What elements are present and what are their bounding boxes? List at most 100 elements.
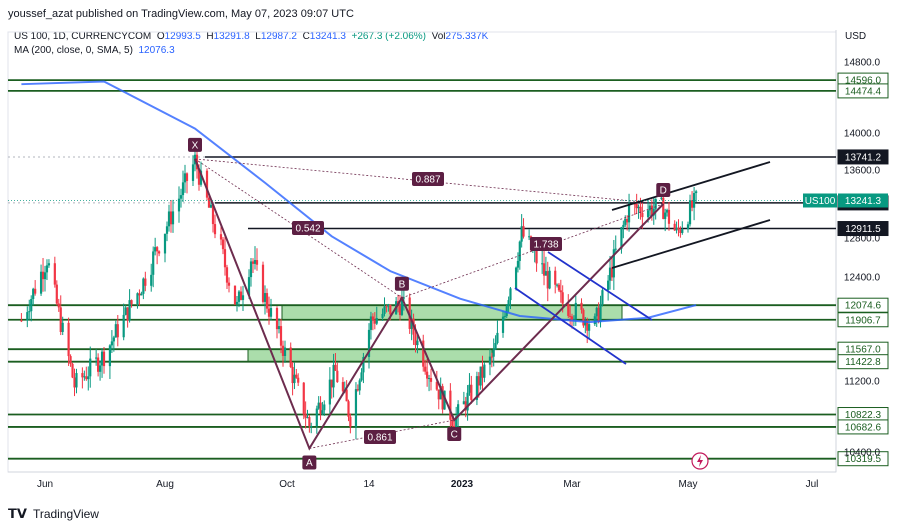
candle-body-90 (269, 308, 273, 317)
x-tick-0: Jun (37, 479, 53, 490)
change-value: +267.3 (+2.06%) (351, 31, 427, 42)
candle-body-249 (692, 193, 696, 208)
level-tag-2 (837, 149, 889, 165)
candle-body-194 (546, 271, 549, 289)
candle-body-207 (582, 309, 585, 326)
candle-body-72 (221, 239, 225, 250)
candle-body-125 (362, 356, 365, 373)
candle-body-11 (53, 263, 56, 285)
ratio-label-3: 1.738 (533, 240, 558, 251)
candle-body-102 (304, 414, 307, 418)
candle-body-79 (239, 291, 243, 300)
candle-body-109 (321, 410, 324, 415)
candle-body-74 (225, 267, 229, 283)
pattern-point-d[interactable] (656, 183, 671, 197)
level-tag-text-7: 11567.0 (845, 345, 881, 356)
ma-indicator-legend[interactable]: MA (200, close, 0, SMA, 5) 12076.3 (14, 45, 175, 56)
candle-body-202 (569, 315, 572, 317)
publisher-line: youssef_azat published on TradingView.co… (8, 8, 354, 20)
candle-body-230 (641, 212, 644, 218)
candle-body-104 (308, 417, 311, 427)
brand-name: TradingView (32, 507, 99, 521)
pattern-point-b[interactable] (394, 276, 409, 291)
ratio-tag-3[interactable] (530, 237, 562, 251)
candle-body-242 (675, 227, 678, 231)
candle-body-148 (426, 371, 429, 379)
candle-body-34 (114, 324, 117, 338)
rising-channel-lower[interactable] (611, 219, 771, 269)
pattern-point-x[interactable] (188, 137, 202, 152)
candle-body-55 (171, 211, 175, 225)
ratio-label-2: 0.861 (367, 433, 392, 444)
ratio-line-xd (194, 158, 664, 205)
currency-label: USD (845, 31, 867, 42)
candle-body-128 (371, 316, 374, 321)
x-tick-6: May (679, 479, 698, 490)
candle-body-191 (541, 263, 544, 265)
candle-body-5 (34, 288, 37, 294)
candle-body-250 (695, 191, 698, 194)
x-tick-1: Aug (156, 479, 174, 490)
level-tag-text-0: 14596.0 (845, 76, 882, 87)
candle-body-71 (219, 234, 223, 240)
candle-body-122 (356, 389, 359, 391)
candle-body-155 (443, 390, 446, 410)
ma200-line[interactable] (21, 80, 697, 324)
candle-body-238 (664, 212, 667, 219)
level-tag-text-5: 12074.6 (845, 301, 882, 312)
pattern-point-a[interactable] (302, 455, 317, 470)
candle-body-195 (548, 270, 551, 289)
candle-body-88 (265, 293, 269, 309)
candle-body-177 (503, 316, 506, 318)
x-tick-3: 14 (363, 479, 375, 490)
candle-body-206 (580, 302, 583, 310)
candle-body-216 (607, 280, 610, 291)
candle-body-16 (67, 322, 70, 357)
ratio-tag-2[interactable] (364, 430, 396, 444)
plot-frame (7, 31, 837, 473)
candle-body-209 (586, 320, 589, 331)
candle-body-44 (142, 278, 145, 294)
falling-channel-upper[interactable] (547, 251, 653, 321)
candle-body-29 (100, 351, 104, 366)
last-price-tag (838, 193, 888, 208)
candle-body-132 (383, 306, 386, 314)
candle-body-245 (681, 229, 684, 233)
rising-channel-upper[interactable] (611, 161, 771, 211)
level-tag-10 (837, 419, 889, 435)
candle-body-224 (626, 218, 629, 223)
candle-body-229 (639, 206, 642, 213)
candle-body-50 (157, 251, 161, 254)
candle-body-228 (637, 206, 640, 209)
ratio-tag-0[interactable] (412, 172, 444, 186)
ratio-tag-1[interactable] (292, 221, 324, 235)
pattern-point-label-x: X (192, 140, 199, 151)
candle-body-69 (211, 204, 215, 225)
candle-body-35 (116, 324, 119, 338)
falling-channel-lower[interactable] (514, 287, 627, 365)
candle-body-28 (98, 365, 102, 372)
candle-body-170 (483, 364, 486, 378)
level-tag-text-2: 13741.2 (845, 152, 882, 163)
candle-body-210 (588, 324, 591, 331)
candle-body-121 (354, 389, 358, 427)
candle-body-116 (341, 382, 345, 392)
level-tag-text-10: 10682.6 (845, 422, 882, 433)
candle-body-60 (185, 173, 189, 181)
candle-body-23 (85, 376, 88, 380)
candle-body-68 (209, 204, 213, 208)
candle-body-112 (330, 379, 333, 388)
symbol-tag-text: US100 (805, 196, 836, 207)
candle-body-32 (110, 341, 113, 346)
candle-body-41 (136, 293, 139, 305)
y-tick-0: 14800.0 (844, 58, 881, 69)
candle-body-37 (124, 307, 127, 315)
pattern-point-c[interactable] (447, 427, 462, 442)
candle-body-193 (544, 271, 547, 276)
candle-body-103 (306, 417, 309, 419)
candle-body-134 (387, 304, 390, 307)
symbol-tag (803, 193, 837, 208)
candle-body-111 (328, 379, 331, 405)
candle-body-163 (466, 392, 469, 411)
